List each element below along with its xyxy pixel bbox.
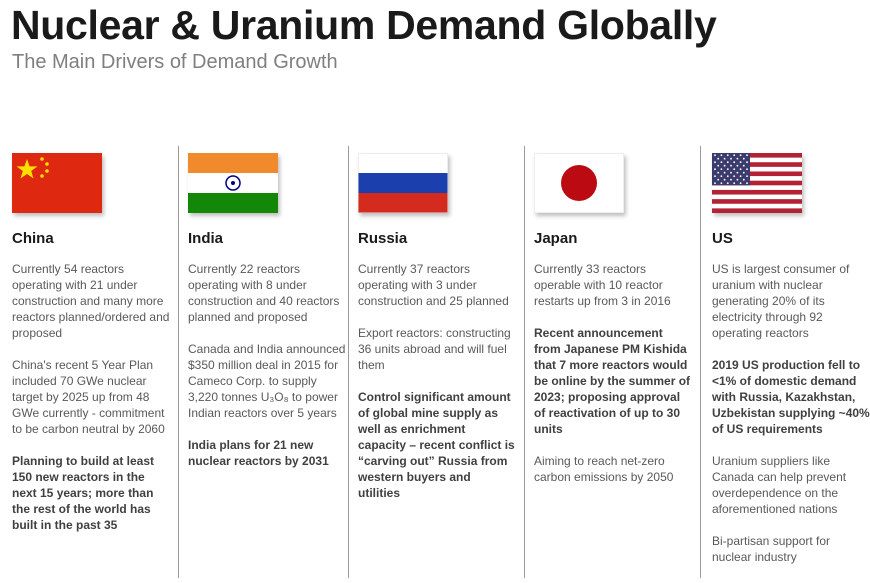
china-flag-icon (12, 153, 170, 213)
paragraph: Currently 54 reactors operating with 21 … (12, 262, 170, 340)
paragraph: Export reactors: constructing 36 units a… (358, 326, 511, 372)
japan-flag-icon (534, 153, 692, 213)
highlight-paragraph: Planning to build at least 150 new react… (12, 454, 155, 532)
column-divider (700, 146, 701, 578)
country-column-japan: Japan Currently 33 reactors operable with… (534, 153, 692, 501)
page-subtitle: The Main Drivers of Demand Growth (12, 51, 338, 73)
column-divider (524, 146, 525, 578)
paragraph: Bi-partisan support for nuclear industry (712, 534, 831, 564)
us-flag-icon (712, 153, 870, 213)
russia-flag-icon (358, 153, 516, 213)
paragraph: Currently 33 reactors operable with 10 r… (534, 262, 671, 308)
column-divider (348, 146, 349, 578)
paragraph: Uranium suppliers like Canada can help p… (712, 454, 847, 516)
highlight-paragraph: Recent announcement from Japanese PM Kis… (534, 326, 691, 436)
country-column-us: US US is largest consumer of uranium with… (712, 153, 870, 581)
country-column-russia: Russia Currently 37 reactors operating wi… (358, 153, 516, 517)
country-name: Russia (358, 230, 408, 247)
highlight-paragraph: Control significant amount of global min… (358, 390, 515, 500)
page-title: Nuclear & Uranium Demand Globally (11, 2, 717, 48)
paragraph: Currently 22 reactors operating with 8 u… (188, 262, 340, 324)
country-name: Japan (534, 230, 578, 247)
highlight-paragraph: 2019 US production fell to <1% of domest… (712, 358, 870, 436)
country-name: India (188, 230, 224, 247)
paragraph: Canada and India announced $350 million … (188, 342, 346, 420)
india-flag-icon (188, 153, 346, 213)
column-divider (178, 146, 179, 578)
country-column-india: India Currently 22 reactors operating wit… (188, 153, 346, 485)
paragraph: Currently 37 reactors operating with 3 u… (358, 262, 509, 308)
paragraph: Aiming to reach net-zero carbon emission… (534, 454, 674, 484)
highlight-paragraph: India plans for 21 new nuclear reactors … (188, 438, 329, 468)
country-column-china: China Currently 54 reactors operating wit… (12, 153, 170, 549)
paragraph: US is largest consumer of uranium with n… (712, 262, 850, 340)
country-name: US (712, 230, 733, 247)
paragraph: China's recent 5 Year Plan included 70 G… (12, 358, 165, 436)
country-name: China (12, 230, 54, 247)
